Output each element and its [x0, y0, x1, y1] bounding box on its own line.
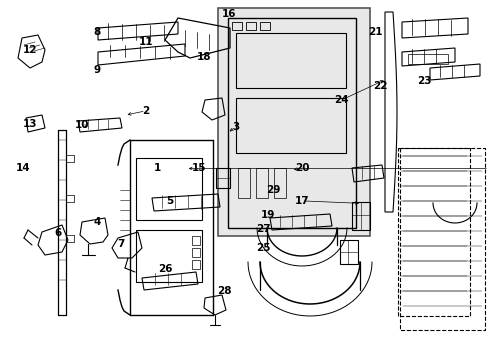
- Bar: [256, 168, 267, 198]
- Bar: [407, 54, 447, 64]
- Text: 3: 3: [232, 122, 239, 132]
- Text: 10: 10: [75, 120, 89, 130]
- Text: 25: 25: [255, 243, 270, 253]
- Bar: [192, 236, 200, 245]
- Text: 19: 19: [260, 210, 275, 220]
- Bar: [227, 18, 355, 228]
- Bar: [399, 148, 484, 330]
- Text: 28: 28: [216, 286, 231, 296]
- Text: 6: 6: [54, 228, 61, 238]
- Text: 20: 20: [294, 163, 309, 174]
- Bar: [136, 230, 202, 282]
- Text: 9: 9: [93, 65, 100, 75]
- Bar: [236, 33, 346, 88]
- Text: 21: 21: [367, 27, 382, 37]
- Text: 2: 2: [142, 106, 149, 116]
- Bar: [397, 148, 469, 316]
- Bar: [236, 98, 346, 153]
- Bar: [351, 202, 369, 230]
- Text: 29: 29: [265, 185, 280, 195]
- Text: 22: 22: [372, 81, 387, 91]
- Text: 7: 7: [117, 239, 125, 249]
- Text: 13: 13: [23, 119, 38, 129]
- Bar: [192, 248, 200, 257]
- Text: 27: 27: [255, 224, 270, 234]
- Text: 4: 4: [93, 217, 101, 228]
- Text: 16: 16: [221, 9, 236, 19]
- Bar: [238, 168, 249, 198]
- Bar: [218, 8, 369, 236]
- Text: 14: 14: [16, 163, 31, 174]
- Bar: [216, 168, 229, 188]
- Bar: [245, 22, 256, 30]
- Text: 23: 23: [416, 76, 431, 86]
- Bar: [231, 22, 242, 30]
- Text: 17: 17: [294, 196, 309, 206]
- Text: 11: 11: [138, 37, 153, 48]
- Bar: [273, 168, 285, 198]
- Text: 18: 18: [197, 52, 211, 62]
- Text: 26: 26: [158, 264, 172, 274]
- Text: 1: 1: [154, 163, 161, 174]
- Text: 24: 24: [333, 95, 348, 105]
- Text: 12: 12: [23, 45, 38, 55]
- Bar: [339, 240, 357, 264]
- Text: 15: 15: [192, 163, 206, 174]
- Text: 8: 8: [93, 27, 100, 37]
- Text: 5: 5: [166, 196, 173, 206]
- Bar: [260, 22, 269, 30]
- Bar: [136, 158, 202, 220]
- Bar: [192, 260, 200, 269]
